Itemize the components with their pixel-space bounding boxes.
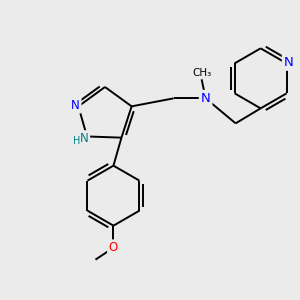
Text: N: N bbox=[71, 99, 80, 112]
Text: O: O bbox=[109, 241, 118, 254]
Text: CH₃: CH₃ bbox=[192, 68, 211, 78]
Text: N: N bbox=[80, 132, 88, 145]
Text: N: N bbox=[284, 56, 293, 69]
Text: H: H bbox=[73, 136, 81, 146]
Text: N: N bbox=[201, 92, 211, 105]
